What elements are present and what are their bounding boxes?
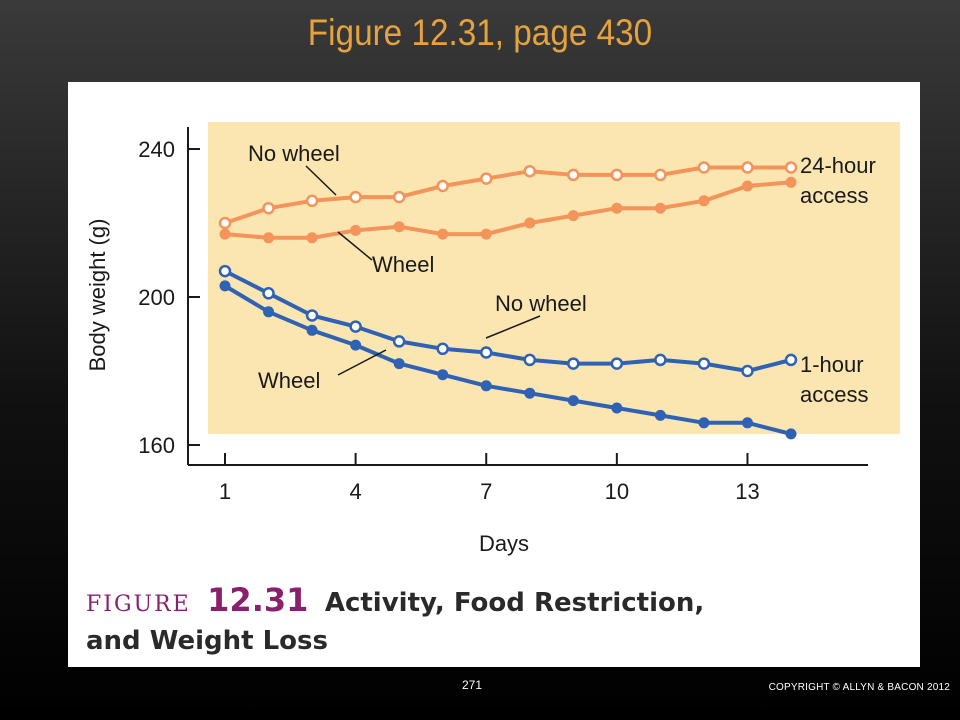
data-point-1h-no-wheel <box>392 335 406 348</box>
data-point-24h-no-wheel <box>479 172 493 185</box>
series-1h-no-wheel <box>218 264 798 378</box>
data-point-1h-wheel <box>524 387 536 399</box>
data-point-1h-no-wheel <box>610 357 624 370</box>
data-point-24h-no-wheel <box>262 201 275 215</box>
data-point-1h-no-wheel <box>741 364 754 378</box>
data-point-1h-wheel <box>350 339 362 351</box>
series-line-1h-no-wheel <box>224 269 792 373</box>
data-point-1h-no-wheel <box>436 342 449 356</box>
y-axis-label: Body weight (g) <box>85 219 110 372</box>
data-point-1h-wheel <box>437 369 449 381</box>
series-24h-no-wheel <box>218 161 798 230</box>
data-point-24h-wheel <box>263 232 275 244</box>
data-point-24h-wheel <box>567 210 579 222</box>
caption-prefix: FIGURE <box>86 592 191 617</box>
data-point-1h-no-wheel <box>697 357 711 370</box>
data-point-24h-no-wheel <box>436 179 449 193</box>
data-point-24h-no-wheel <box>349 190 362 204</box>
data-point-24h-no-wheel <box>697 161 711 174</box>
annotation-orange-no-wheel: No wheel <box>248 141 340 196</box>
y-tick-label: 240 <box>138 137 175 162</box>
data-point-24h-no-wheel <box>784 161 798 174</box>
data-point-1h-no-wheel <box>305 309 319 322</box>
data-point-24h-wheel <box>698 195 710 207</box>
data-point-1h-no-wheel <box>218 264 232 278</box>
slide-title: Figure 12.31, page 430 <box>307 12 653 53</box>
svg-text:No wheel: No wheel <box>495 291 587 316</box>
slide-number: 271 <box>462 678 483 692</box>
data-point-24h-wheel <box>350 224 362 236</box>
figure-panel: 160 200 240 1 4 7 10 13 Days Body weight (g) 24… <box>68 82 920 667</box>
figure-caption-line1: FIGURE 12.31 Activity, Food Restriction, <box>86 581 704 619</box>
caption-text-line1: Activity, Food Restriction, <box>325 588 704 618</box>
series-line-24h-no-wheel <box>224 165 791 225</box>
data-point-1h-no-wheel <box>479 346 493 359</box>
data-point-24h-no-wheel <box>392 190 406 204</box>
data-point-24h-no-wheel <box>305 194 319 208</box>
annotation-blue-wheel: Wheel <box>258 349 387 393</box>
x-tick-label: 10 <box>605 479 629 504</box>
data-point-1h-wheel <box>480 380 492 392</box>
x-axis-label: Days <box>479 531 529 556</box>
series-24h-wheel <box>219 176 797 244</box>
x-tick-label: 4 <box>349 479 361 504</box>
data-point-1h-wheel <box>611 402 623 414</box>
data-point-1h-wheel <box>567 395 579 407</box>
data-point-1h-no-wheel <box>523 353 537 367</box>
data-point-1h-no-wheel <box>567 357 580 370</box>
data-point-1h-wheel <box>393 358 405 370</box>
copyright-notice: COPYRIGHT © ALLYN & BACON 2012 <box>768 682 950 693</box>
group-label-1-hour: 1-hour access <box>800 352 868 407</box>
data-point-24h-wheel <box>524 217 536 229</box>
data-point-24h-no-wheel <box>610 168 624 182</box>
svg-text:Wheel: Wheel <box>258 368 320 393</box>
series-layer <box>218 161 798 440</box>
annotation-orange-wheel: Wheel <box>337 231 434 277</box>
group-label-24-hour: 24-hour access <box>800 153 876 208</box>
data-point-24h-no-wheel <box>218 216 232 230</box>
data-point-24h-wheel <box>741 180 753 192</box>
series-line-1h-wheel <box>223 284 792 436</box>
data-point-1h-wheel <box>306 324 318 336</box>
svg-text:No wheel: No wheel <box>248 141 340 166</box>
caption-text-line2: and Weight Loss <box>86 626 328 656</box>
data-point-1h-wheel <box>654 409 666 421</box>
y-tick-label: 160 <box>138 433 175 458</box>
x-tick-label: 7 <box>480 479 492 504</box>
data-point-24h-no-wheel <box>741 161 754 174</box>
x-tick-label: 13 <box>735 479 759 504</box>
data-point-24h-wheel <box>785 176 797 188</box>
data-point-1h-wheel <box>785 428 797 440</box>
line-chart: 160 200 240 1 4 7 10 13 Days Body weight (g) 24… <box>85 122 900 656</box>
y-tick-label: 200 <box>138 285 175 310</box>
data-point-1h-no-wheel <box>349 320 362 333</box>
data-point-1h-wheel <box>741 417 753 429</box>
data-point-1h-wheel <box>219 280 231 292</box>
data-point-24h-wheel <box>437 228 449 240</box>
data-point-1h-no-wheel <box>784 353 798 367</box>
data-point-1h-wheel <box>263 306 275 318</box>
data-point-24h-no-wheel <box>523 164 537 178</box>
data-point-1h-no-wheel <box>654 353 667 367</box>
data-point-24h-wheel <box>654 202 666 214</box>
x-tick-label: 1 <box>219 479 231 504</box>
series-1h-wheel <box>219 280 797 440</box>
caption-number: 12.31 <box>207 581 308 619</box>
data-point-24h-wheel <box>480 228 492 240</box>
data-point-1h-no-wheel <box>262 287 275 300</box>
data-point-24h-wheel <box>306 232 318 244</box>
data-point-24h-no-wheel <box>567 168 580 182</box>
data-point-24h-no-wheel <box>654 168 667 182</box>
series-line-24h-wheel <box>224 180 792 240</box>
annotation-blue-no-wheel: No wheel <box>485 291 587 339</box>
axes: 160 200 240 1 4 7 10 13 <box>138 127 868 504</box>
svg-text:Wheel: Wheel <box>372 252 434 277</box>
data-point-24h-wheel <box>219 228 231 240</box>
data-point-24h-wheel <box>611 202 623 214</box>
data-point-1h-wheel <box>698 417 710 429</box>
data-point-24h-wheel <box>393 221 405 233</box>
